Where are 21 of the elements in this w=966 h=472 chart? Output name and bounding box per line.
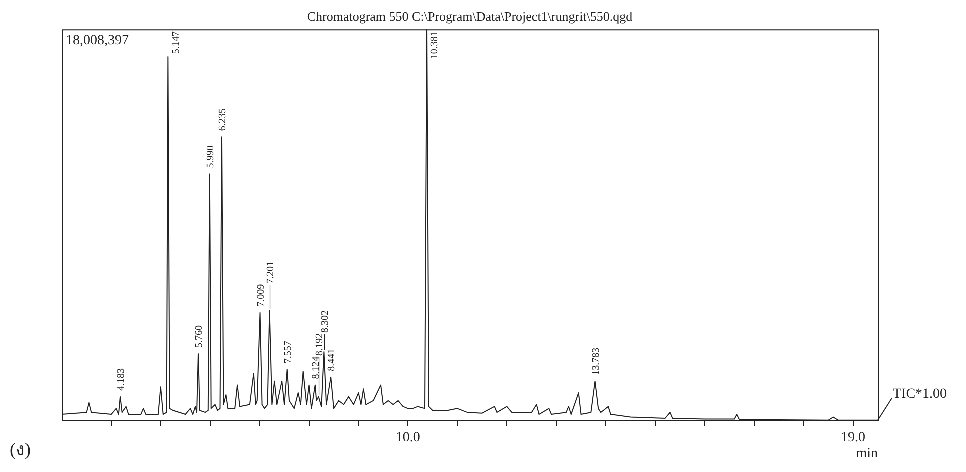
text: (ง) xyxy=(10,440,31,460)
annotation: 7.201 xyxy=(265,261,276,284)
annotation: 5.990 xyxy=(205,146,216,168)
series-label: TIC*1.00 xyxy=(893,387,948,402)
x-axis-title: min xyxy=(856,446,878,462)
annotation: 18,008,397 xyxy=(66,33,129,48)
annotation: 5.760 xyxy=(194,325,206,348)
x-tick-label: 10.0 xyxy=(396,430,420,446)
annotation: 4.183 xyxy=(116,368,128,391)
annotation: 10.381 xyxy=(430,32,441,60)
chart-title: Chromatogram 550 C:\Program\Data\Project1\rungrit\550.qgd xyxy=(307,9,634,24)
annotation: 8.302 xyxy=(320,310,331,334)
annotation: 8.192 xyxy=(314,333,326,356)
annotation: 8.124 xyxy=(311,356,322,380)
annotation: 5.147 xyxy=(170,32,182,54)
annotation: 7.009 xyxy=(256,284,267,307)
annotation: 13.783 xyxy=(590,348,602,376)
annotation: 7.557 xyxy=(282,341,294,364)
annotation: 6.235 xyxy=(218,108,229,132)
x-tick-label: 19.0 xyxy=(841,430,866,446)
annotation: 8.441 xyxy=(326,348,338,372)
